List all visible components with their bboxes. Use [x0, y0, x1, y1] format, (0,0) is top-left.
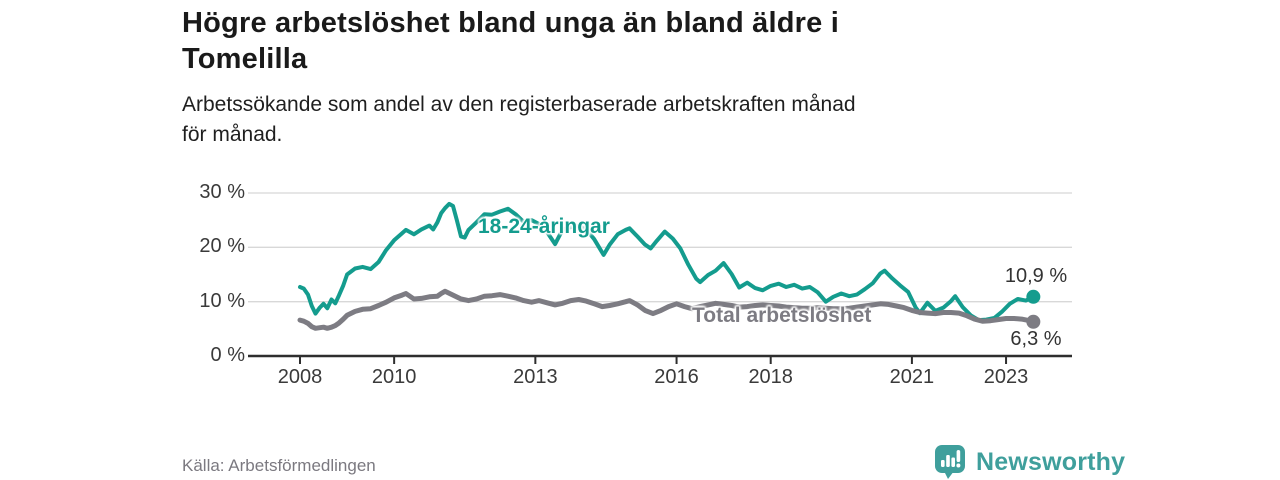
series-end-dot-total [1026, 314, 1041, 329]
series-label-youth: 18-24-åringar [478, 215, 610, 238]
x-axis-tick-label: 2021 [889, 366, 935, 388]
x-axis-tick-label: 2023 [983, 366, 1029, 388]
newsworthy-speech-bubble-bar-chart-icon [935, 445, 965, 479]
x-axis-tick-label: 2008 [277, 366, 323, 388]
series-label-total: Total arbetslöshet [692, 304, 872, 327]
series-end-dot-youth [1026, 289, 1041, 304]
series-line-total [297, 288, 1036, 331]
x-axis-tick-label: 2016 [654, 366, 699, 388]
x-axis-tick-label: 2018 [748, 366, 793, 388]
x-axis-tick-label: 2013 [513, 366, 558, 388]
y-axis-tick-label: 10 % [199, 289, 245, 312]
x-axis-tick-label: 2010 [371, 366, 417, 388]
page-title: Högre arbetslöshet bland unga än bland ä… [182, 7, 839, 75]
page-subtitle: Arbetssökande som andel av den registerb… [182, 93, 856, 146]
y-axis-tick-label: 30 % [199, 181, 245, 203]
end-value-label-total: 6,3 % [1010, 328, 1062, 350]
source-note: Källa: Arbetsförmedlingen [182, 456, 376, 475]
brand-name: Newsworthy [976, 447, 1126, 476]
series-line-youth [298, 201, 1036, 323]
end-value-label-youth: 10,9 % [1004, 265, 1068, 287]
y-axis-tick-label: 20 % [199, 235, 245, 258]
brand-logo: Newsworthy [934, 444, 1125, 480]
y-axis-tick-label: 0 % [210, 344, 245, 366]
